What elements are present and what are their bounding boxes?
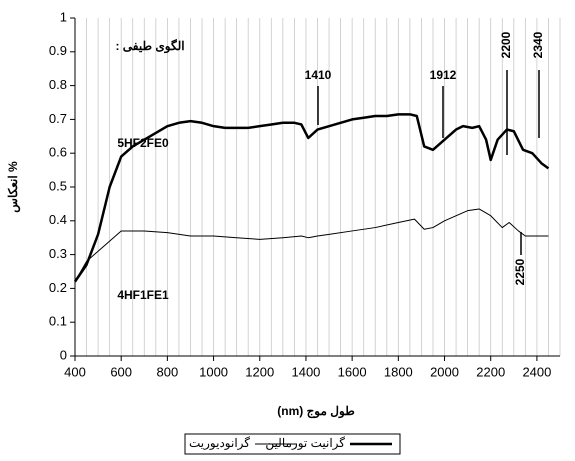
x-tick-label: 400	[64, 364, 86, 379]
y-tick-label: 0	[60, 347, 67, 362]
annotation: 5HF2FE0	[117, 136, 169, 150]
legend-label: گرانوديوريت	[189, 436, 250, 450]
legend-label: گرانيت تورمالين	[265, 436, 345, 450]
series-line	[73, 113, 550, 283]
y-tick-label: 0.4	[49, 212, 67, 227]
y-tick-label: 1	[60, 9, 67, 24]
x-tick-label: 1000	[199, 364, 228, 379]
y-tick-label: 0.3	[49, 246, 67, 261]
annotation: 2250	[513, 258, 527, 285]
annotation: 2200	[499, 31, 513, 58]
annotation: 2340	[531, 31, 545, 58]
y-tick-label: 0.6	[49, 145, 67, 160]
x-tick-label: 800	[157, 364, 179, 379]
x-tick-label: 2200	[476, 364, 505, 379]
y-tick-label: 0.9	[49, 43, 67, 58]
x-tick-label: 1800	[384, 364, 413, 379]
y-tick-label: 0.8	[49, 77, 67, 92]
annotation: 1912	[430, 68, 457, 82]
series-line	[74, 208, 549, 282]
y-axis-label: % انعکاس	[6, 161, 21, 213]
annotation: 1410	[305, 68, 332, 82]
x-tick-label: 2400	[522, 364, 551, 379]
x-tick-label: 1200	[245, 364, 274, 379]
y-tick-label: 0.5	[49, 178, 67, 193]
y-tick-label: 0.7	[49, 111, 67, 126]
x-tick-label: 2000	[430, 364, 459, 379]
annotation: 4HF1FE1	[117, 288, 169, 302]
annotation: الگوی طیفی :	[115, 38, 184, 54]
x-axis-label: طول موج (nm)	[277, 404, 355, 419]
x-tick-label: 600	[110, 364, 132, 379]
x-tick-label: 1400	[291, 364, 320, 379]
y-tick-label: 0.2	[49, 280, 67, 295]
x-tick-label: 1600	[338, 364, 367, 379]
y-tick-label: 0.1	[49, 314, 67, 329]
